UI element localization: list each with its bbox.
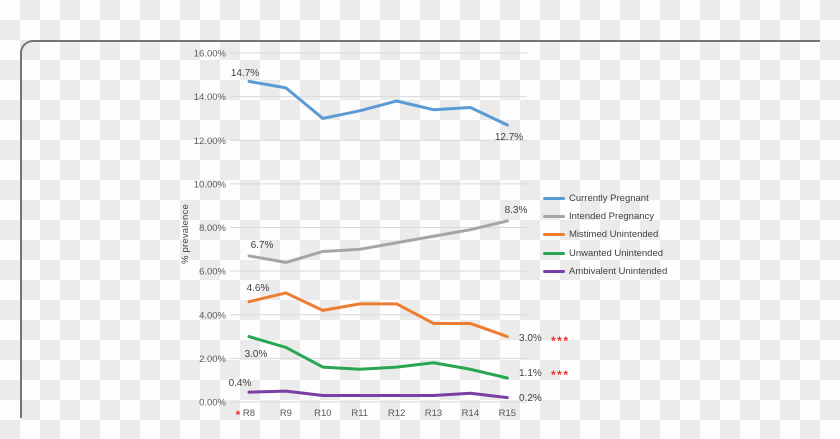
x-axis-category-label: R12 — [388, 408, 405, 419]
y-axis-tick-label: 14.00% — [194, 92, 227, 103]
y-axis-tick-label: 8.00% — [199, 223, 226, 234]
significance-marker: * — [236, 408, 241, 422]
series-line-mistimed-unintended — [247, 291, 509, 339]
significance-marker: *** — [551, 368, 570, 382]
data-label: 4.6% — [247, 283, 270, 294]
chart-card-frame — [20, 40, 820, 418]
legend-swatch-unwanted-unintended — [543, 251, 565, 255]
data-label: 1.1% — [519, 368, 542, 379]
legend-swatch-mistimed-unintended — [543, 233, 565, 237]
data-label: 6.7% — [251, 240, 274, 251]
legend-label-currently-pregnant: Currently Pregnant — [569, 192, 649, 204]
legend-swatch-intended-pregnancy — [543, 215, 565, 219]
legend-item-mistimed-unintended: Mistimed Unintended — [543, 226, 667, 244]
legend-swatch-currently-pregnant — [543, 196, 565, 200]
legend-item-ambivalent-unintended: Ambivalent Unintended — [543, 263, 667, 281]
x-axis-category-label: R15 — [499, 408, 516, 419]
x-axis-category-label: R13 — [425, 408, 442, 419]
legend-label-unwanted-unintended: Unwanted Unintended — [569, 247, 664, 259]
y-axis-tick-label: 10.00% — [194, 179, 227, 190]
legend-label-intended-pregnancy: Intended Pregnancy — [569, 211, 655, 223]
data-label: 0.4% — [229, 378, 252, 389]
legend-label-mistimed-unintended: Mistimed Unintended — [569, 229, 659, 241]
y-axis-tick-label: 12.00% — [194, 136, 227, 147]
series-line-currently-pregnant — [247, 79, 509, 127]
legend-item-intended-pregnancy: Intended Pregnancy — [543, 207, 667, 225]
y-axis-tick-label: 0.00% — [199, 398, 226, 409]
y-axis-tick-label: 2.00% — [199, 354, 226, 365]
legend-item-unwanted-unintended: Unwanted Unintended — [543, 244, 667, 262]
legend-item-currently-pregnant: Currently Pregnant — [543, 189, 667, 207]
x-axis-category-label: R9 — [280, 408, 292, 419]
y-axis-tick-label: 16.00% — [194, 49, 227, 60]
legend-label-ambivalent-unintended: Ambivalent Unintended — [569, 266, 668, 278]
y-axis-tick-label: 6.00% — [199, 267, 226, 278]
series-line-ambivalent-unintended — [247, 389, 509, 400]
y-axis-tick-label: 4.00% — [199, 310, 226, 321]
series-line-intended-pregnancy — [247, 219, 509, 264]
data-label: 3.0% — [519, 333, 542, 344]
x-axis-category-label: R14 — [462, 408, 479, 419]
legend-swatch-ambivalent-unintended — [543, 270, 565, 274]
significance-marker: *** — [551, 334, 570, 348]
series-line-unwanted-unintended — [247, 335, 509, 380]
data-label: 3.0% — [245, 349, 268, 360]
data-label: 12.7% — [495, 132, 523, 143]
data-label: 0.2% — [519, 393, 542, 404]
chart-legend: Currently Pregnant Intended Pregnancy Mi… — [543, 189, 667, 281]
data-label: 8.3% — [505, 205, 528, 216]
x-axis-category-label: R10 — [314, 408, 331, 419]
x-axis-category-label: R11 — [351, 408, 368, 419]
data-label: 14.7% — [231, 68, 259, 79]
x-axis-category-label: R8 — [243, 408, 255, 419]
